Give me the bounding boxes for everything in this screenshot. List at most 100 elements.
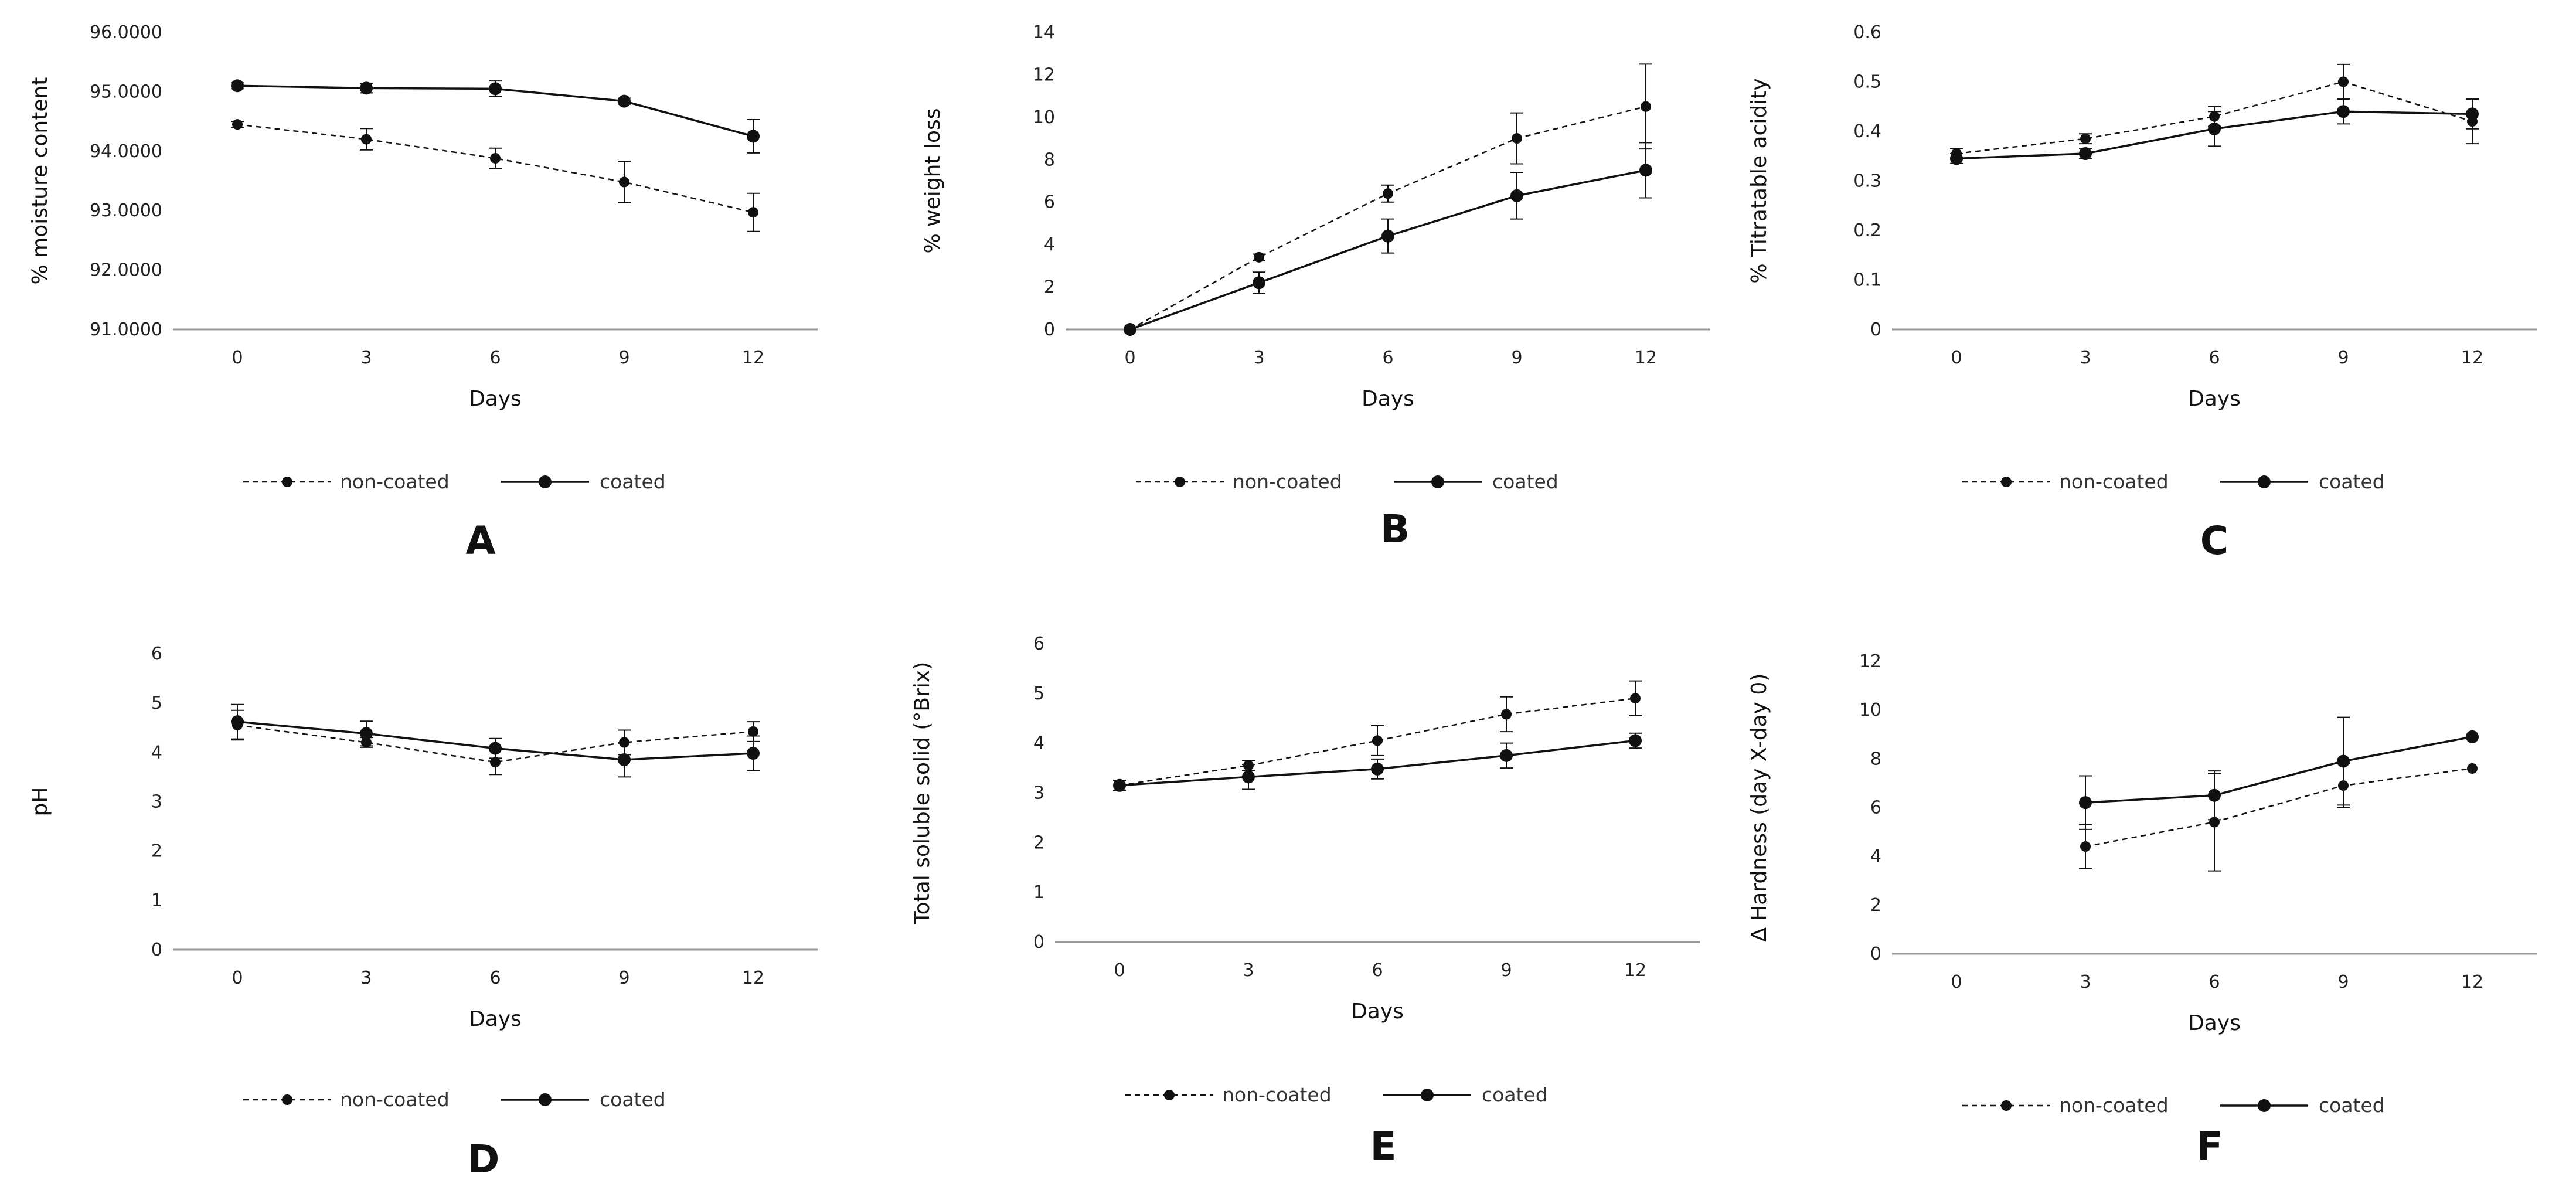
y-tick-label: 4 — [1044, 234, 1055, 255]
data-point-coated — [2208, 788, 2221, 802]
data-point-coated — [747, 130, 760, 143]
legend: non-coated coated — [1962, 470, 2385, 493]
legend-label-non-coated: non-coated — [340, 1088, 450, 1111]
y-tick-label: 95.0000 — [90, 81, 162, 102]
data-point-coated — [1500, 749, 1513, 762]
x-tick-label: 3 — [2080, 972, 2091, 992]
legend-label-coated: coated — [2319, 1094, 2385, 1117]
y-tick-label: 0 — [151, 940, 162, 960]
x-tick-label: 3 — [2080, 348, 2091, 368]
data-point-coated — [1950, 152, 1963, 165]
y-tick-label: 6 — [151, 644, 162, 664]
y-tick-label: 1 — [1033, 882, 1044, 903]
data-point-coated — [2337, 754, 2350, 768]
y-axis-title: % Titratable acidity — [1747, 78, 1771, 283]
series-line-non-coated — [2085, 767, 2473, 848]
data-point-coated — [1629, 734, 1642, 747]
x-tick-label: 9 — [618, 348, 629, 368]
y-tick-label: 12 — [1033, 64, 1055, 85]
data-point-non-coated — [2467, 763, 2478, 774]
legend: non-coated coated — [243, 470, 666, 493]
y-tick-label: 0.3 — [1853, 171, 1881, 192]
legend-marker-non-coated — [2001, 1100, 2012, 1111]
x-tick-label: 0 — [1951, 972, 1962, 992]
data-point-non-coated — [619, 176, 629, 188]
x-tick-label: 6 — [2209, 348, 2220, 368]
y-tick-label: 10 — [1859, 700, 1881, 720]
data-point-coated — [2337, 105, 2350, 118]
y-tick-label: 0.4 — [1853, 121, 1881, 142]
data-point-coated — [231, 715, 244, 729]
y-tick-label: 12 — [1859, 651, 1881, 672]
data-point-non-coated — [1641, 101, 1651, 112]
y-tick-label: 92.0000 — [90, 260, 162, 281]
data-point-non-coated — [490, 757, 501, 768]
data-point-non-coated — [1372, 735, 1383, 746]
legend-label-coated: coated — [600, 470, 666, 493]
data-point-non-coated — [2338, 76, 2349, 87]
y-tick-label: 4 — [151, 742, 162, 763]
x-tick-label: 9 — [1511, 348, 1522, 368]
y-tick-label: 6 — [1044, 192, 1055, 213]
data-point-coated — [489, 742, 502, 755]
data-point-coated — [2466, 107, 2479, 121]
y-tick-label: 1 — [151, 890, 162, 911]
y-tick-label: 0.1 — [1853, 270, 1881, 291]
legend-label-non-coated: non-coated — [1233, 470, 1342, 493]
legend-marker-coated — [2258, 475, 2271, 488]
legend: non-coated coated — [1125, 1083, 1548, 1106]
data-point-coated — [1253, 276, 1265, 290]
legend-label-non-coated: non-coated — [2059, 1094, 2169, 1117]
data-point-non-coated — [1383, 188, 1393, 199]
data-point-coated — [1381, 229, 1394, 243]
x-tick-label: 6 — [2209, 972, 2220, 992]
data-point-coated — [489, 82, 502, 96]
x-tick-label: 0 — [232, 348, 243, 368]
x-tick-label: 9 — [618, 968, 629, 988]
y-tick-label: 10 — [1033, 107, 1055, 128]
y-tick-label: 93.0000 — [90, 200, 162, 221]
legend: non-coated coated — [1136, 470, 1558, 493]
series-line-non-coated — [237, 123, 754, 213]
y-tick-label: 0.6 — [1853, 22, 1881, 43]
series-line-non-coated — [1129, 106, 1646, 331]
x-tick-label: 0 — [1114, 960, 1125, 981]
y-tick-label: 8 — [1870, 749, 1881, 769]
y-tick-label: 0 — [1870, 944, 1881, 964]
panel-label-c: C — [2200, 518, 2228, 563]
data-point-coated — [618, 753, 631, 766]
data-point-coated — [2208, 122, 2221, 135]
x-tick-label: 9 — [2337, 972, 2349, 992]
legend-label-coated: coated — [1492, 470, 1558, 493]
y-tick-label: 4 — [1870, 846, 1881, 867]
x-axis-title: Days — [2188, 387, 2241, 411]
x-axis-title: Days — [2188, 1011, 2241, 1035]
y-axis-title: ∆ Hardness (day X-day 0) — [1747, 674, 1771, 943]
x-tick-label: 12 — [2461, 348, 2483, 368]
legend-label-non-coated: non-coated — [1222, 1083, 1332, 1106]
y-tick-label: 6 — [1033, 634, 1044, 654]
data-point-non-coated — [490, 152, 501, 164]
data-point-coated — [2079, 147, 2092, 161]
x-tick-label: 0 — [232, 968, 243, 988]
chart-panel-f: 0 2 4 6 8 10 12 0 3 6 9 12 Days ∆ Hardness (day X-day… — [1747, 651, 2537, 1169]
legend-marker-non-coated — [2001, 477, 2012, 487]
legend-marker-coated — [1431, 475, 1444, 488]
x-tick-label: 3 — [360, 348, 372, 368]
y-axis-title: % moisture content — [28, 77, 52, 285]
y-tick-label: 8 — [1044, 149, 1055, 170]
legend-marker-non-coated — [282, 477, 292, 487]
y-tick-label: 6 — [1870, 798, 1881, 818]
x-tick-label: 3 — [1243, 960, 1254, 981]
y-tick-label: 3 — [1033, 783, 1044, 804]
legend-marker-coated — [1421, 1089, 1434, 1101]
x-tick-label: 3 — [360, 968, 372, 988]
x-tick-label: 6 — [489, 968, 501, 988]
legend-marker-coated — [2258, 1099, 2271, 1112]
chart-panel-b: 0 2 4 6 8 10 12 14 0 3 6 9 12 Days % weight loss non-co… — [921, 22, 1710, 552]
x-axis-title: Days — [469, 387, 522, 411]
x-tick-label: 6 — [1372, 960, 1383, 981]
x-tick-label: 0 — [1124, 348, 1135, 368]
panel-label-e: E — [1370, 1124, 1396, 1169]
